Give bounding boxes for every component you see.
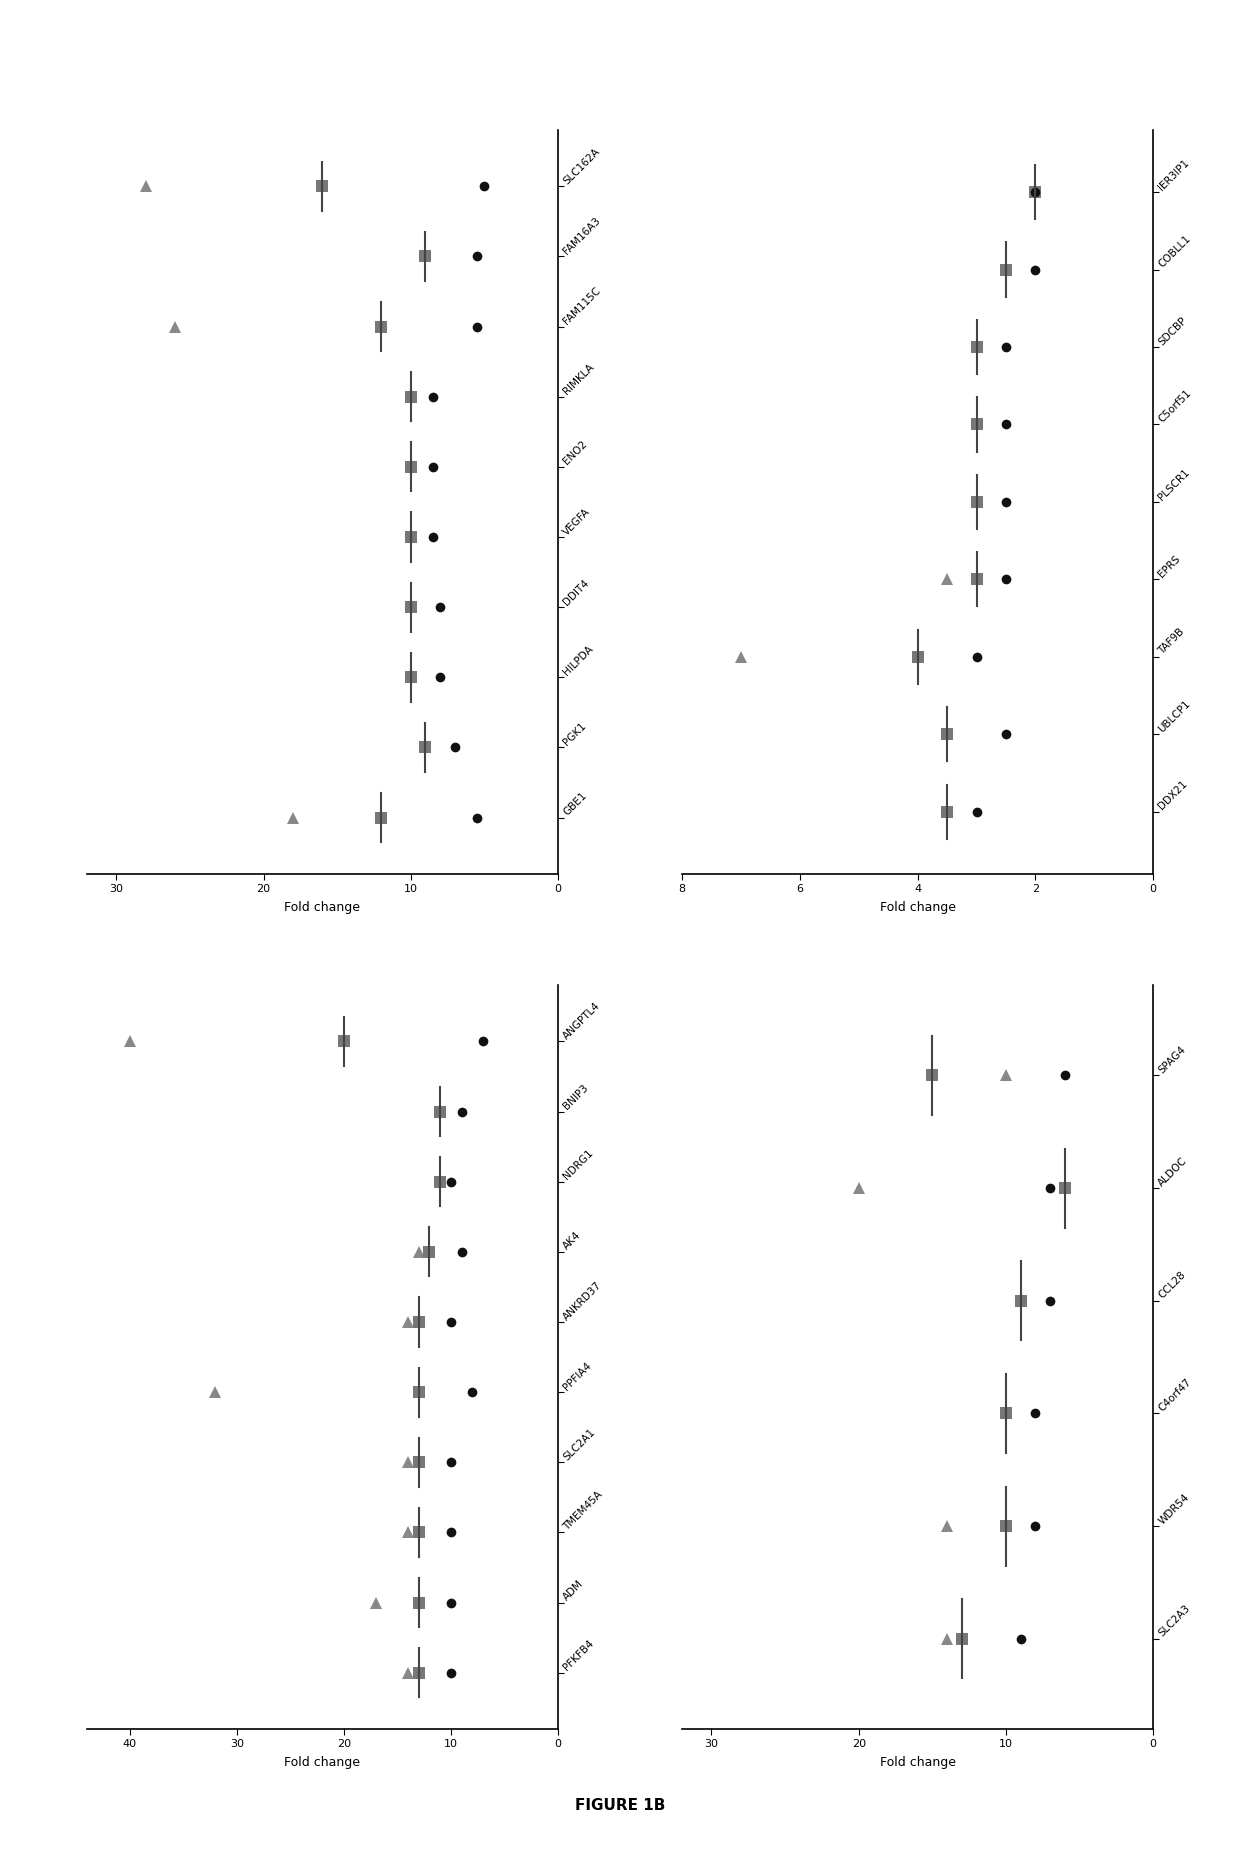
X-axis label: Fold change: Fold change — [879, 902, 956, 915]
X-axis label: Fold change: Fold change — [284, 902, 361, 915]
X-axis label: Fold change: Fold change — [879, 1757, 956, 1770]
X-axis label: Fold change: Fold change — [284, 1757, 361, 1770]
Text: FIGURE 1B: FIGURE 1B — [575, 1798, 665, 1813]
